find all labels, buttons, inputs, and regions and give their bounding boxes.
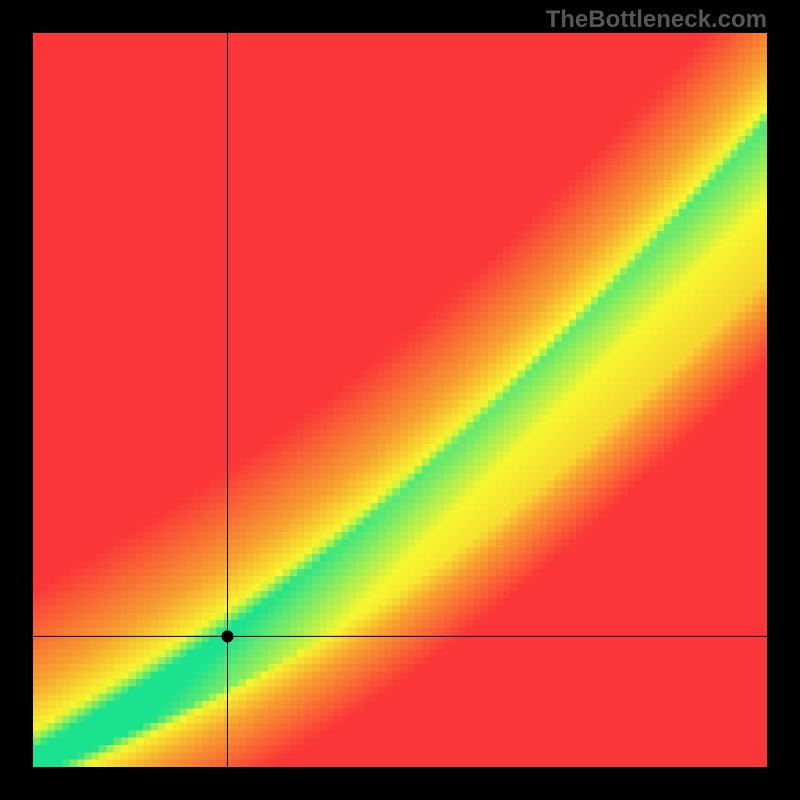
watermark-text: TheBottleneck.com — [546, 6, 767, 34]
bottleneck-heatmap — [33, 33, 767, 767]
chart-container: TheBottleneck.com — [0, 0, 800, 800]
